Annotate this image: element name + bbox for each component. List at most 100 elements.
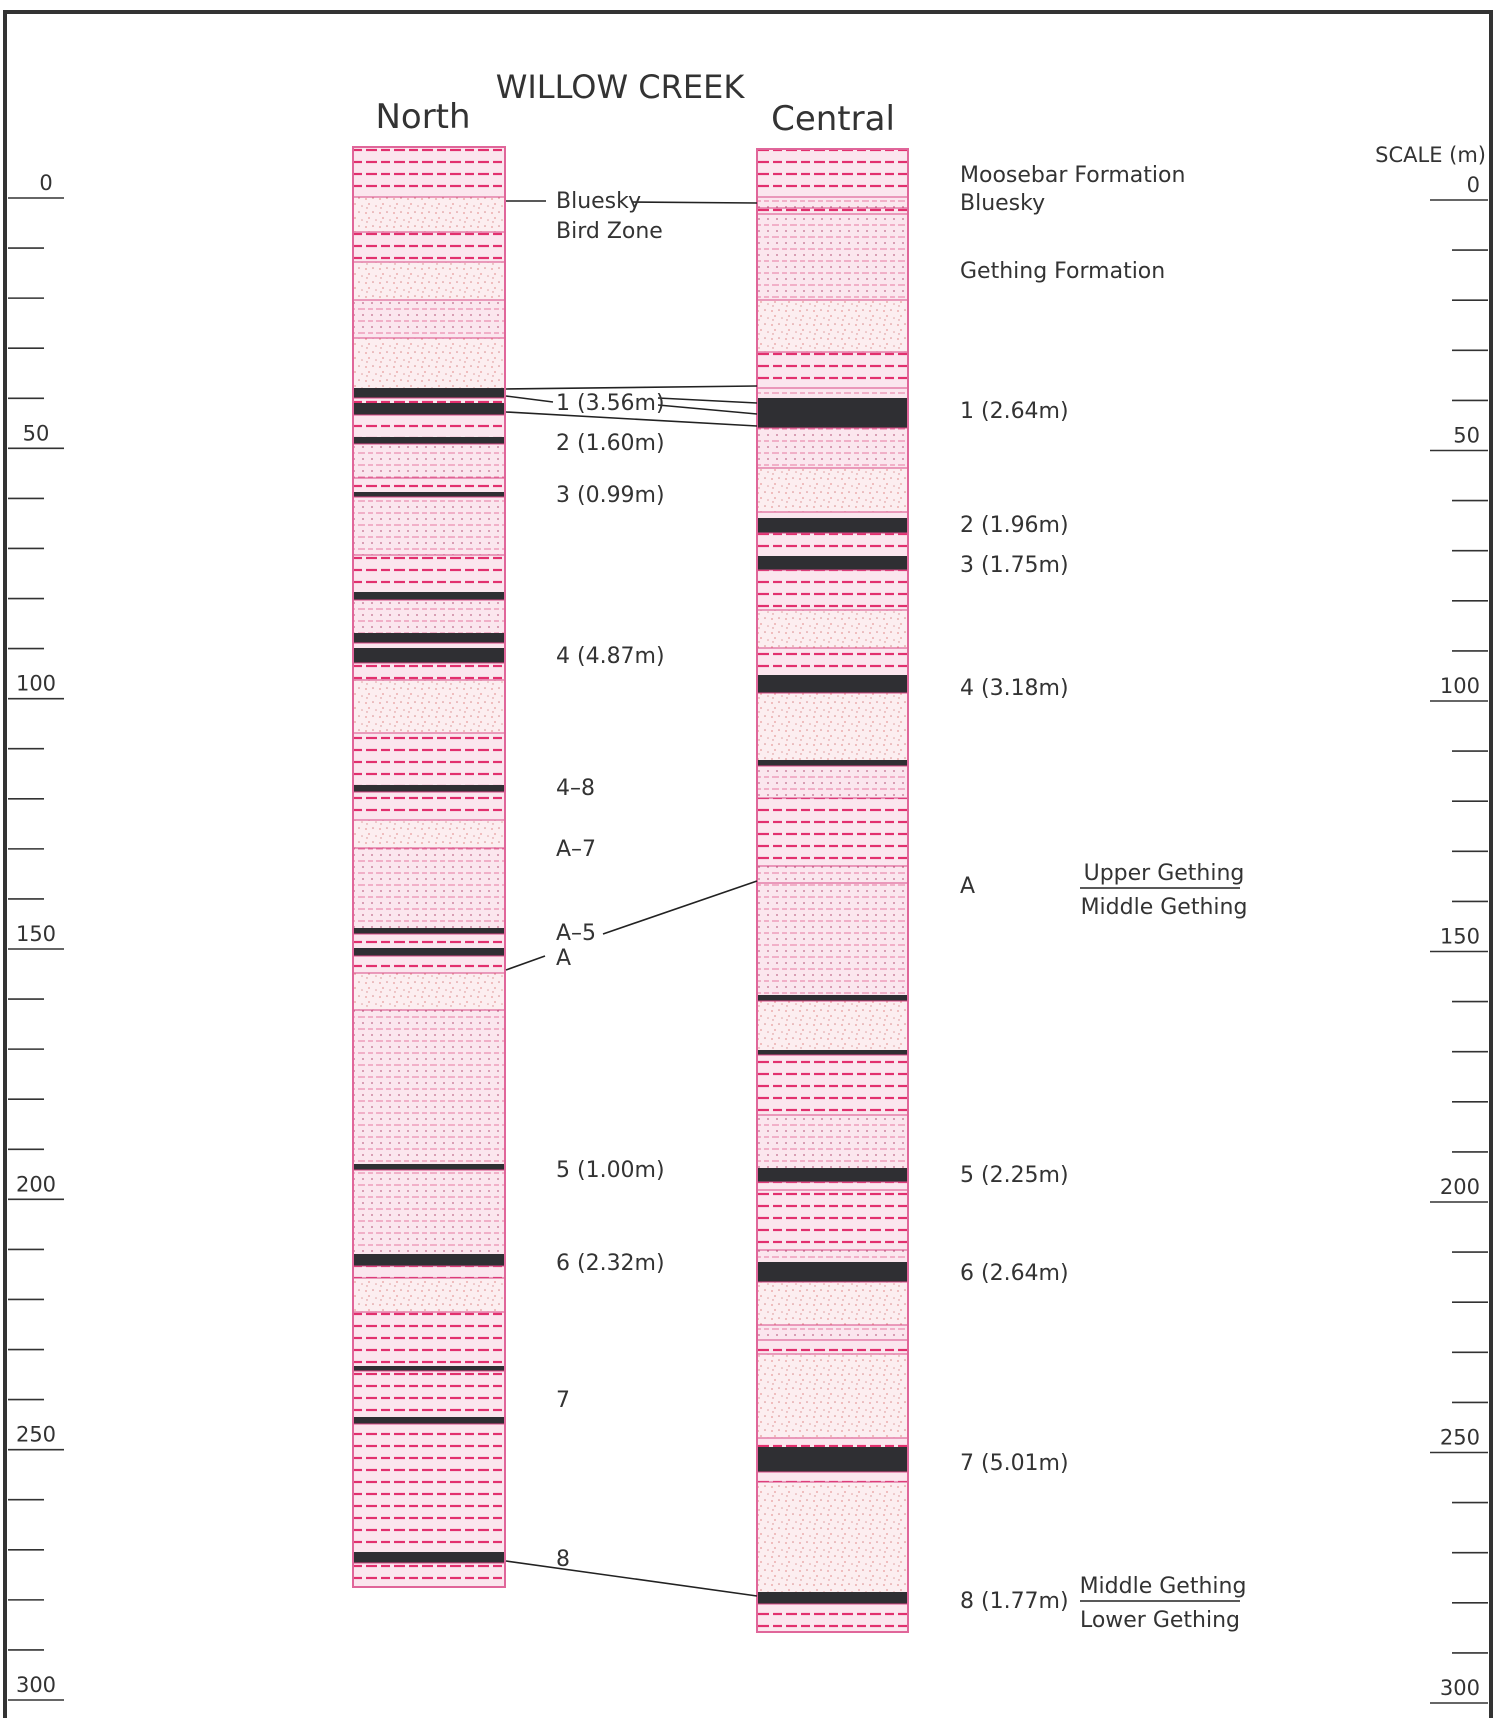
coal-seam xyxy=(757,556,908,570)
coal-seam xyxy=(757,675,908,693)
north-labels: Bluesky Bird Zone 1 (3.56m) 2 (1.60m) 3 (0.9… xyxy=(556,189,665,1572)
coal-seam xyxy=(757,1447,908,1472)
sandstone-bed xyxy=(757,610,908,648)
central-label-a: A xyxy=(960,874,975,899)
shale-bed xyxy=(353,934,505,948)
central-label-seam7: 7 (5.01m) xyxy=(960,1451,1069,1476)
correlation-seam1 xyxy=(657,397,758,404)
siltstone-bed xyxy=(757,214,908,300)
coal-seam xyxy=(353,928,505,934)
coal-seam xyxy=(757,1168,908,1182)
central-label-seam4: 4 (3.18m) xyxy=(960,676,1069,701)
scale-tick-label: 0 xyxy=(39,171,52,195)
siltstone-bed xyxy=(757,1250,908,1262)
coal-seam xyxy=(757,995,908,1001)
central-label-seam6: 6 (2.64m) xyxy=(960,1261,1069,1286)
scale-tick-label: 100 xyxy=(1440,674,1480,698)
scale-tick-label: 150 xyxy=(16,922,56,946)
siltstone-bed xyxy=(757,1325,908,1340)
correlation-seam1 xyxy=(505,411,758,427)
coal-seam xyxy=(353,948,505,956)
siltstone-bed xyxy=(757,388,908,398)
shale-bed xyxy=(757,1190,908,1250)
shale-bed xyxy=(757,208,908,214)
scale-tick-label: 100 xyxy=(16,672,56,696)
coal-seam xyxy=(757,412,908,428)
sandstone-bed xyxy=(353,262,505,300)
column-border xyxy=(352,146,506,1588)
central-labels: Moosebar Formation Bluesky Gething Formati… xyxy=(960,163,1185,1614)
correlation-bluesky xyxy=(632,201,758,204)
siltstone-bed xyxy=(353,600,505,633)
coal-seam xyxy=(757,518,908,533)
central-label-seam3: 3 (1.75m) xyxy=(960,553,1069,578)
right-depth-scale: 0 50 100 150 200 250 300 xyxy=(1430,173,1488,1704)
scale-tick-label: 250 xyxy=(1440,1426,1480,1450)
central-label-seam1: 1 (2.64m) xyxy=(960,399,1069,424)
column-border xyxy=(756,148,909,1633)
sandstone-bed xyxy=(757,1354,908,1438)
shale-bed xyxy=(757,1055,908,1115)
coal-seam xyxy=(353,592,505,600)
page-frame xyxy=(3,10,1493,1718)
coal-seam xyxy=(757,1262,908,1282)
coal-seam xyxy=(353,1164,505,1170)
central-label-seam5: 5 (2.25m) xyxy=(960,1163,1069,1188)
contact-label-upper-gething: Upper Gething xyxy=(1084,861,1245,886)
central-column-heading: Central xyxy=(771,99,895,139)
contact-label-lower-gething: Lower Gething xyxy=(1080,1608,1240,1633)
north-label-birdzone: Bird Zone xyxy=(556,219,663,244)
siltstone-bed xyxy=(353,444,505,478)
central-lithology-column xyxy=(756,148,909,1633)
siltstone-bed xyxy=(757,197,908,208)
north-label-seam1: 1 (3.56m) xyxy=(556,391,665,416)
central-label-seam8: 8 (1.77m) xyxy=(960,1589,1069,1614)
sandstone-bed xyxy=(353,1278,505,1312)
scale-tick-label: 300 xyxy=(1440,1676,1480,1700)
sandstone-bed xyxy=(353,820,505,848)
coal-seam xyxy=(353,648,505,663)
coal-seam xyxy=(353,785,505,792)
shale-bed xyxy=(353,1371,505,1417)
central-label-moosebar: Moosebar Formation xyxy=(960,163,1185,188)
shale-bed xyxy=(757,533,908,556)
north-label-seam6: 6 (2.32m) xyxy=(556,1251,665,1276)
contact-middle-lower: Middle Gething Lower Gething xyxy=(1080,1574,1247,1633)
siltstone-bed xyxy=(757,1115,908,1168)
shale-bed xyxy=(757,798,908,866)
sandstone-bed xyxy=(353,973,505,1010)
shale-bed xyxy=(353,643,505,648)
shale-bed xyxy=(757,1604,908,1632)
central-label-bluesky: Bluesky xyxy=(960,191,1045,216)
siltstone-bed xyxy=(757,883,908,995)
shale-bed xyxy=(353,147,505,197)
siltstone-bed xyxy=(353,1170,505,1254)
shale-bed xyxy=(757,512,908,518)
coal-seam xyxy=(757,1592,908,1604)
sandstone-bed xyxy=(757,1282,908,1325)
scale-tick-label: 200 xyxy=(1440,1175,1480,1199)
shale-bed xyxy=(757,1182,908,1190)
sandstone-bed xyxy=(353,680,505,733)
scale-tick-label: 300 xyxy=(16,1673,56,1697)
contact-upper-middle: Upper Gething Middle Gething xyxy=(1080,861,1247,920)
north-lithology-column xyxy=(352,146,506,1588)
shale-bed xyxy=(353,663,505,680)
coal-seam xyxy=(353,403,505,415)
shale-bed xyxy=(353,792,505,820)
north-label-seam4: 4 (4.87m) xyxy=(556,644,665,669)
coal-seam xyxy=(353,1366,505,1371)
coal-seam xyxy=(353,1417,505,1424)
shale-bed xyxy=(353,1424,505,1552)
sandstone-bed xyxy=(757,693,908,760)
scale-tick-label: 50 xyxy=(1453,424,1480,448)
north-label-seam2: 2 (1.60m) xyxy=(556,431,665,456)
correlation-seam8 xyxy=(505,1560,758,1597)
shale-bed xyxy=(353,1563,505,1587)
coal-seam xyxy=(353,492,505,497)
north-label-seam5: 5 (1.00m) xyxy=(556,1158,665,1183)
coal-seam xyxy=(353,1552,505,1563)
shale-bed xyxy=(757,1438,908,1447)
siltstone-bed xyxy=(353,497,505,555)
siltstone-bed xyxy=(757,866,908,883)
